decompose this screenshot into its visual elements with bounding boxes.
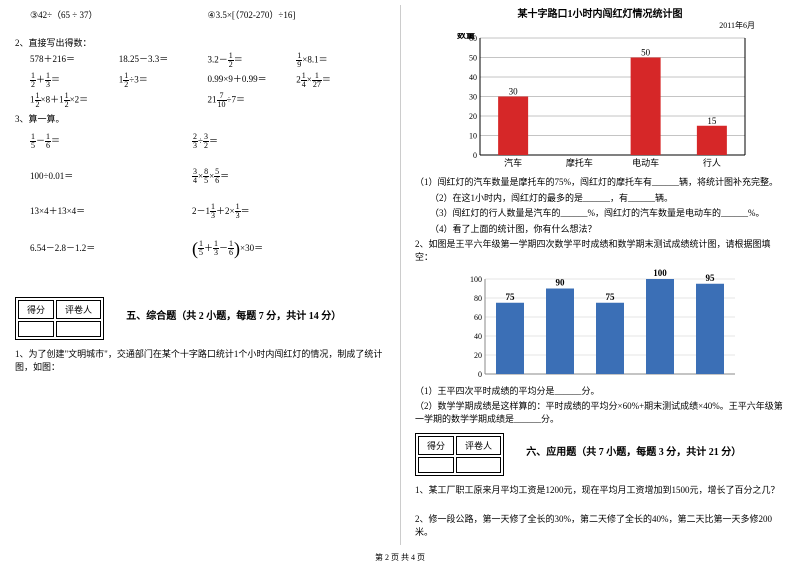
q2-2: （2）数学学期成绩是这样算的：平时成绩的平均分×60%+期末测试成绩×40%。王… — [415, 400, 785, 425]
svg-text:汽车: 汽车 — [504, 157, 522, 168]
chart1-date: 2011年6月 — [415, 20, 785, 31]
svg-text:30: 30 — [469, 93, 477, 102]
page-footer: 第 2 页 共 4 页 — [0, 552, 800, 563]
calc-r4b: (15＋13－16)×30＝ — [192, 243, 263, 253]
expr-r2d: 214×127＝ — [296, 72, 385, 89]
calc-r1b: 23÷32＝ — [192, 136, 218, 146]
section-2-title: 2、直接写出得数： — [15, 36, 385, 49]
q1-2: （2）在这1小时内，闯红灯的最多的是______，有______辆。 — [430, 192, 785, 205]
svg-text:20: 20 — [474, 351, 482, 360]
svg-text:100: 100 — [470, 275, 482, 284]
calc-r2a: 100÷0.01＝ — [30, 169, 190, 182]
svg-text:10: 10 — [469, 132, 477, 141]
section-6-title: 六、应用题（共 7 小题，每题 3 分，共计 21 分） — [526, 443, 741, 458]
chart1-title: 某十字路口1小时内闯红灯情况统计图 — [415, 5, 785, 20]
q1-3: （3）闯红灯的行人数量是汽车的______%，闯红灯的汽车数量是电动车的____… — [430, 207, 785, 220]
calc-r2b: 34×85×56＝ — [192, 171, 229, 181]
q2-intro: 2、如图是王平六年级第一学期四次数学平时成绩和数学期末测试成绩统计图，请根据图填… — [415, 238, 785, 263]
svg-text:数量: 数量 — [457, 33, 475, 40]
expr-r3b: 21710÷7＝ — [208, 92, 386, 109]
svg-text:75: 75 — [606, 291, 616, 301]
expr-r2b: 112÷3＝ — [119, 72, 208, 89]
q6-1: 1、某工厂职工原来月平均工资是1200元，现在平均月工资增加到1500元，增长了… — [415, 484, 785, 497]
svg-text:0: 0 — [473, 151, 477, 160]
svg-text:行人: 行人 — [703, 157, 721, 168]
svg-text:60: 60 — [474, 313, 482, 322]
calc-r3b: 2－113＋2×13＝ — [192, 206, 250, 216]
chart1: 0102030405060数量30汽车摩托车50电动车15行人 — [415, 33, 785, 173]
svg-text:电动车: 电动车 — [632, 157, 659, 168]
svg-text:摩托车: 摩托车 — [566, 157, 593, 168]
left-column: ③42÷（65 ÷ 37） ④3.5×[（702-270）÷16] 2、直接写出… — [0, 0, 400, 565]
svg-text:15: 15 — [707, 116, 717, 126]
expr-4: ④3.5×[（702-270）÷16] — [208, 8, 386, 21]
expr-r3a: 112×8＋112×2＝ — [30, 92, 208, 109]
q1-4: （4）看了上面的统计图，你有什么想法？ — [430, 223, 785, 236]
expr-r1b: 18.25－3.3＝ — [119, 52, 208, 69]
svg-text:100: 100 — [653, 268, 667, 278]
svg-text:75: 75 — [506, 291, 516, 301]
expr-r2a: 12＋13＝ — [30, 72, 119, 89]
score-table-5: 得分评卷人 — [15, 297, 104, 340]
expr-r1d: 19×8.1＝ — [296, 52, 385, 69]
svg-text:40: 40 — [469, 73, 477, 82]
svg-text:20: 20 — [469, 112, 477, 121]
calc-r3a: 13×4＋13×4＝ — [30, 204, 190, 217]
svg-text:30: 30 — [509, 87, 519, 97]
expr-r2c: 0.99×9＋0.99＝ — [208, 72, 297, 89]
right-column: 某十字路口1小时内闯红灯情况统计图 2011年6月 0 10 20 30 40 50 60 数… — [400, 0, 800, 565]
expr-r1c: 3.2－12＝ — [208, 52, 297, 69]
section-3-title: 3、算一算。 — [15, 112, 385, 125]
svg-text:0: 0 — [478, 370, 482, 379]
expr-3: ③42÷（65 ÷ 37） — [30, 8, 208, 21]
calc-r1a: 15－16＝ — [30, 133, 190, 150]
svg-text:90: 90 — [556, 277, 566, 287]
q5-1: 1、为了创建"文明城市"，交通部门在某个十字路口统计1个小时内闯红灯的情况，制成… — [15, 348, 385, 373]
chart2: 0 20 40 60 80 100 75 90 75 100 95 — [415, 267, 785, 382]
svg-text:50: 50 — [469, 54, 477, 63]
q1-1: （1）闯红灯的汽车数量是摩托车的75%，闯红灯的摩托车有______辆，将统计图… — [415, 176, 785, 189]
svg-text:95: 95 — [706, 272, 716, 282]
svg-text:50: 50 — [641, 48, 651, 58]
score-table-6: 得分评卷人 — [415, 433, 504, 476]
q2-1: （1）王平四次平时成绩的平均分是______分。 — [415, 385, 785, 398]
svg-text:80: 80 — [474, 294, 482, 303]
q6-2: 2、修一段公路，第一天修了全长的30%，第二天修了全长的40%，第二天比第一天多… — [415, 513, 785, 538]
expr-r1a: 578＋216＝ — [30, 52, 119, 69]
section-5-title: 五、综合题（共 2 小题，每题 7 分，共计 14 分） — [126, 307, 341, 322]
calc-r4a: 6.54－2.8－1.2＝ — [30, 241, 190, 254]
svg-text:40: 40 — [474, 332, 482, 341]
